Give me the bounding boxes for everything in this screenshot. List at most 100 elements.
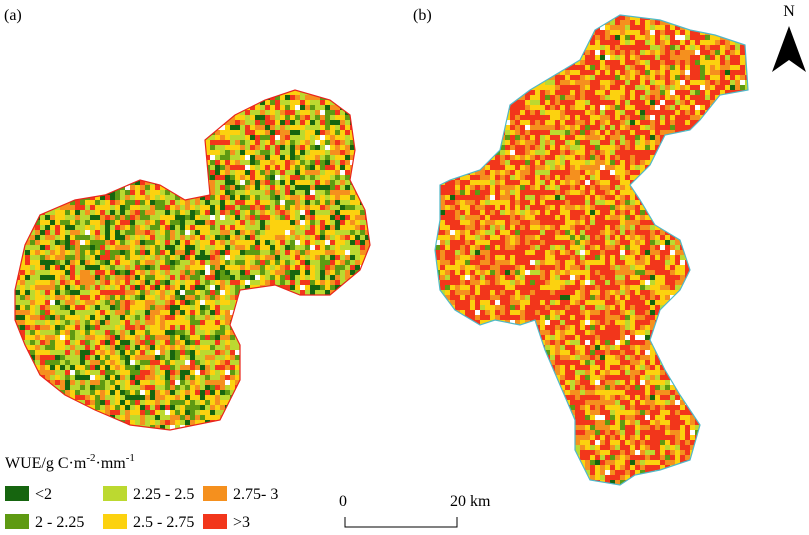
raster-cell	[230, 185, 235, 190]
raster-cell	[310, 380, 315, 385]
raster-cell	[105, 355, 110, 360]
raster-cell	[290, 180, 295, 185]
raster-cell	[320, 270, 325, 275]
raster-cell	[75, 390, 80, 395]
raster-cell	[225, 145, 230, 150]
raster-cell	[65, 400, 70, 405]
raster-cell	[270, 155, 275, 160]
raster-cell	[100, 305, 105, 310]
raster-cell	[100, 225, 105, 230]
raster-cell	[265, 380, 270, 385]
raster-cell	[235, 225, 240, 230]
raster-cell	[365, 300, 370, 305]
raster-cell	[20, 320, 25, 325]
raster-cell	[150, 335, 155, 340]
raster-cell	[310, 205, 315, 210]
raster-cell	[235, 105, 240, 110]
raster-cell	[120, 150, 125, 155]
raster-cell	[135, 260, 140, 265]
raster-cell	[335, 245, 340, 250]
raster-cell	[330, 315, 335, 320]
raster-cell	[165, 400, 170, 405]
raster-cell	[205, 225, 210, 230]
raster-cell	[20, 405, 25, 410]
raster-cell	[190, 320, 195, 325]
raster-cell	[260, 140, 265, 145]
raster-cell	[55, 300, 60, 305]
raster-cell	[55, 385, 60, 390]
raster-cell	[255, 115, 260, 120]
raster-cell	[190, 105, 195, 110]
raster-cell	[150, 250, 155, 255]
raster-cell	[305, 240, 310, 245]
raster-cell	[150, 405, 155, 410]
raster-cell	[195, 145, 200, 150]
raster-cell	[130, 240, 135, 245]
raster-cell	[45, 330, 50, 335]
raster-cell	[10, 295, 15, 300]
raster-cell	[225, 225, 230, 230]
raster-cell	[45, 285, 50, 290]
raster-cell	[255, 225, 260, 230]
raster-cell	[260, 420, 265, 425]
raster-cell	[65, 165, 70, 170]
raster-cell	[35, 210, 40, 215]
raster-cell	[290, 130, 295, 135]
raster-cell	[325, 265, 330, 270]
raster-cell	[210, 270, 215, 275]
raster-cell	[260, 340, 265, 345]
raster-cell	[10, 145, 15, 150]
raster-cell	[295, 185, 300, 190]
raster-cell	[340, 425, 345, 430]
raster-cell	[365, 205, 370, 210]
raster-cell	[215, 375, 220, 380]
raster-cell	[140, 225, 145, 230]
raster-cell	[230, 145, 235, 150]
raster-cell	[145, 335, 150, 340]
raster-cell	[160, 385, 165, 390]
raster-cell	[75, 150, 80, 155]
raster-cell	[85, 160, 90, 165]
raster-cell	[195, 120, 200, 125]
raster-cell	[330, 420, 335, 425]
raster-cell	[275, 110, 280, 115]
raster-cell	[200, 315, 205, 320]
raster-cell	[175, 180, 180, 185]
raster-cell	[155, 120, 160, 125]
raster-cell	[110, 345, 115, 350]
raster-cell	[125, 350, 130, 355]
raster-cell	[370, 95, 375, 100]
raster-cell	[355, 195, 360, 200]
raster-cell	[200, 170, 205, 175]
raster-cell	[100, 200, 105, 205]
raster-cell	[160, 90, 165, 95]
raster-cell	[250, 420, 255, 425]
raster-cell	[100, 270, 105, 275]
raster-cell	[45, 410, 50, 415]
raster-cell	[10, 335, 15, 340]
raster-cell	[190, 400, 195, 405]
raster-cell	[80, 90, 85, 95]
raster-cell	[180, 220, 185, 225]
raster-cell	[125, 225, 130, 230]
raster-cell	[275, 305, 280, 310]
raster-cell	[10, 305, 15, 310]
raster-cell	[40, 155, 45, 160]
raster-cell	[305, 145, 310, 150]
raster-cell	[215, 220, 220, 225]
raster-cell	[255, 280, 260, 285]
raster-cell	[20, 225, 25, 230]
raster-cell	[130, 110, 135, 115]
raster-cell	[210, 410, 215, 415]
raster-cell	[250, 235, 255, 240]
raster-cell	[340, 300, 345, 305]
raster-cell	[115, 250, 120, 255]
raster-cell	[170, 165, 175, 170]
raster-cell	[315, 190, 320, 195]
raster-cell	[130, 355, 135, 360]
raster-cell	[30, 95, 35, 100]
raster-cell	[170, 250, 175, 255]
raster-cell	[190, 125, 195, 130]
raster-cell	[115, 195, 120, 200]
raster-cell	[35, 85, 40, 90]
